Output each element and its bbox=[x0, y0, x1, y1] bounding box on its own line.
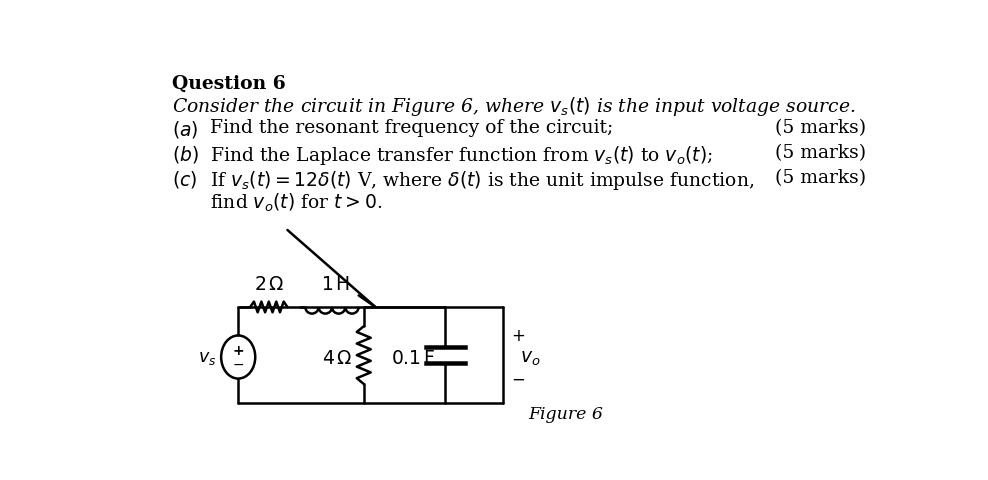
Text: $(c)$: $(c)$ bbox=[172, 168, 197, 189]
Text: $(b)$: $(b)$ bbox=[172, 144, 199, 165]
Text: Figure 6: Figure 6 bbox=[528, 406, 603, 422]
Text: Question 6: Question 6 bbox=[172, 74, 286, 93]
Text: $1\,\mathrm{H}$: $1\,\mathrm{H}$ bbox=[321, 275, 351, 293]
Text: (5 marks): (5 marks) bbox=[775, 168, 865, 186]
Text: (5 marks): (5 marks) bbox=[775, 119, 865, 137]
Text: (5 marks): (5 marks) bbox=[775, 144, 865, 162]
Text: Consider the circuit in Figure 6, where $v_s(t)$ is the input voltage source.: Consider the circuit in Figure 6, where … bbox=[172, 95, 856, 118]
Text: find $v_o(t)$ for $t > 0$.: find $v_o(t)$ for $t > 0$. bbox=[210, 192, 382, 214]
Text: $4\,\Omega$: $4\,\Omega$ bbox=[322, 348, 353, 367]
Text: +: + bbox=[232, 343, 244, 357]
Text: Find the Laplace transfer function from $v_s(t)$ to $v_o(t)$;: Find the Laplace transfer function from … bbox=[210, 144, 713, 167]
Text: $0.1\,\mathrm{F}$: $0.1\,\mathrm{F}$ bbox=[391, 348, 436, 367]
Text: $2\,\Omega$: $2\,\Omega$ bbox=[254, 275, 285, 293]
Text: If $v_s(t) = 12\delta(t)$ V, where $\delta(t)$ is the unit impulse function,: If $v_s(t) = 12\delta(t)$ V, where $\del… bbox=[210, 168, 755, 191]
Text: $(a)$: $(a)$ bbox=[172, 119, 198, 140]
Text: Find the resonant frequency of the circuit;: Find the resonant frequency of the circu… bbox=[210, 119, 614, 137]
Text: $v_o$: $v_o$ bbox=[521, 348, 540, 367]
Text: −: − bbox=[232, 357, 244, 371]
Text: +: + bbox=[511, 327, 525, 345]
Text: $v_s$: $v_s$ bbox=[199, 348, 216, 366]
Text: −: − bbox=[511, 370, 525, 388]
